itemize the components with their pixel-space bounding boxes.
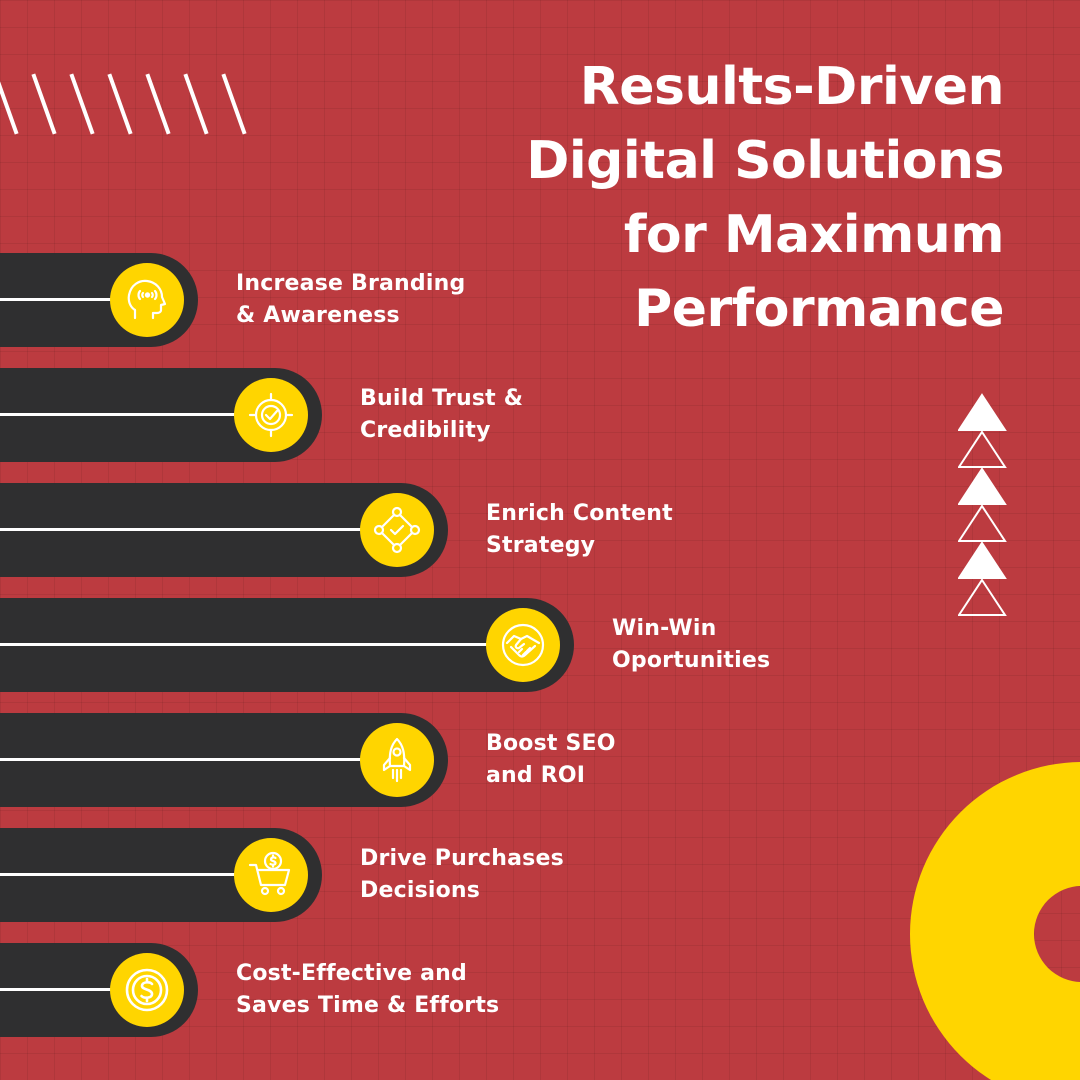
triangle-stack-decoration	[958, 393, 1007, 616]
badge	[360, 723, 434, 797]
item-label-line: & Awareness	[236, 303, 400, 328]
bar-item-winwin	[0, 598, 574, 692]
bar-line	[0, 413, 236, 416]
title-line: Digital Solutions	[526, 131, 1004, 191]
dollar-coin-icon	[125, 968, 169, 1012]
item-label-line: Oportunities	[612, 648, 771, 673]
bar-line	[0, 758, 362, 761]
diagonal-stripes-decoration	[0, 73, 247, 135]
item-label-trust: Build Trust & Credibility	[360, 383, 523, 447]
title-line: Performance	[634, 279, 1004, 339]
bar-item-cost	[0, 943, 198, 1037]
item-label-seo: Boost SEO and ROI	[486, 728, 616, 792]
bar-item-content	[0, 483, 448, 577]
title-line: Results-Driven	[579, 57, 1005, 117]
item-label-winwin: Win-Win Oportunities	[612, 613, 770, 677]
bar-item-purchases	[0, 828, 322, 922]
bar-item-seo	[0, 713, 448, 807]
item-label-cost: Cost-Effective and Saves Time & Efforts	[236, 958, 499, 1022]
badge	[110, 263, 184, 337]
bar-line	[0, 643, 488, 646]
item-label-line: Strategy	[486, 533, 596, 558]
item-label-line: Win-Win	[612, 616, 717, 641]
bar-item-branding	[0, 253, 198, 347]
item-label-line: and ROI	[486, 763, 586, 788]
badge	[360, 493, 434, 567]
badge	[486, 608, 560, 682]
item-label-line: Saves Time & Efforts	[236, 993, 500, 1018]
item-label-line: Increase Branding	[236, 271, 466, 296]
bar-line	[0, 873, 236, 876]
title-line: for Maximum	[623, 205, 1005, 265]
rocket-icon	[382, 737, 412, 783]
item-label-line: Boost SEO	[486, 731, 616, 756]
badge	[234, 378, 308, 452]
shopping-cart-icon	[248, 851, 291, 896]
page-title: Results-Driven Digital Solutions for Max…	[364, 50, 1004, 346]
bar-line	[0, 298, 112, 301]
bar-item-trust	[0, 368, 322, 462]
item-label-line: Drive Purchases	[360, 846, 564, 871]
handshake-icon	[501, 623, 545, 667]
item-label-purchases: Drive Purchases Decisions	[360, 843, 564, 907]
item-label-branding: Increase Branding & Awareness	[236, 268, 465, 332]
item-label-content: Enrich Content Strategy	[486, 498, 673, 562]
item-label-line: Enrich Content	[486, 501, 673, 526]
target-check-icon	[248, 392, 294, 438]
item-label-line: Build Trust &	[360, 386, 524, 411]
item-label-line: Credibility	[360, 418, 491, 443]
badge	[234, 838, 308, 912]
item-label-line: Decisions	[360, 878, 481, 903]
head-signal-icon	[127, 279, 167, 320]
badge	[110, 953, 184, 1027]
strategy-network-icon	[373, 506, 421, 554]
bar-line	[0, 988, 112, 991]
bar-line	[0, 528, 362, 531]
item-label-line: Cost-Effective and	[236, 961, 467, 986]
